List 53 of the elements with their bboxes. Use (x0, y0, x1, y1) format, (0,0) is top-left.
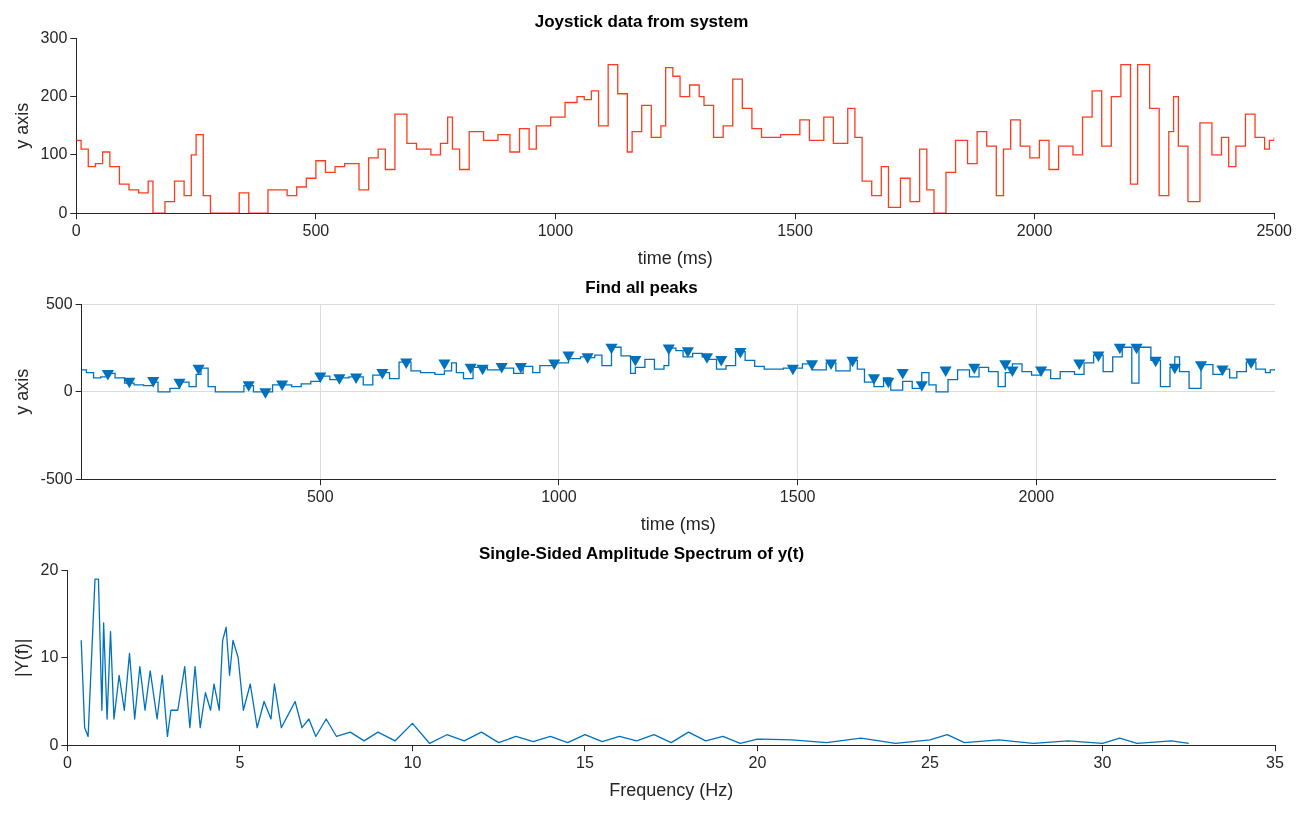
x-tick-label: 30 (1093, 754, 1112, 772)
x-tick-label: 500 (302, 222, 330, 240)
point (715, 355, 728, 367)
point (514, 362, 527, 374)
point (681, 347, 694, 358)
point (259, 388, 272, 399)
x-tick-label: 1000 (537, 222, 574, 240)
x-tick-label: 10 (403, 754, 422, 772)
x-tick-label: 5 (235, 754, 245, 772)
y-tick-label: 200 (40, 87, 68, 105)
x-tick-label: 35 (1266, 754, 1284, 772)
x-tick-label: 2500 (1256, 222, 1293, 240)
x-tick-label: 1500 (779, 488, 816, 506)
y-tick-label: 0 (58, 203, 68, 221)
x-tick-label: 20 (748, 754, 767, 772)
x-tick-label: 1500 (777, 222, 813, 240)
x-tick-label: 25 (921, 754, 939, 772)
y-axis-title: y axis (11, 368, 32, 415)
point (333, 374, 346, 385)
x-axis-title: time (ms) (640, 514, 716, 535)
x-tick-label: 500 (306, 488, 334, 506)
point (896, 369, 909, 380)
point (276, 380, 289, 391)
y-tick-label: 20 (40, 560, 59, 578)
point (629, 355, 642, 367)
point (1073, 359, 1086, 370)
y-tick-label: 300 (40, 28, 68, 46)
point (1006, 366, 1019, 377)
chart-title: Single-Sided Amplitude Spectrum of y(t) (478, 543, 805, 563)
point (581, 353, 594, 364)
y-tick-label: 100 (40, 145, 68, 163)
y-tick-label: 10 (40, 648, 59, 666)
y-tick-label: 0 (49, 735, 59, 753)
chart-title: Joystick data from system (534, 11, 749, 31)
y-axis-title: |Y(f)| (11, 638, 32, 677)
y-tick-label: -500 (40, 469, 73, 487)
x-tick-label: 2000 (1016, 222, 1053, 240)
y-axis-title: y axis (11, 102, 32, 149)
point (242, 381, 255, 392)
point (968, 363, 981, 375)
point (939, 366, 952, 377)
y-tick-label: 0 (63, 382, 73, 400)
y-tick-label: 500 (45, 294, 73, 312)
x-axis-title: Frequency (Hz) (609, 780, 734, 801)
x-axis-title: time (ms) (637, 248, 713, 269)
point (915, 381, 928, 392)
point (867, 374, 881, 385)
x-tick-label: 2000 (1018, 488, 1055, 506)
point (438, 359, 451, 370)
point (999, 360, 1012, 371)
chart-title: Find all peaks (585, 277, 698, 297)
x-tick-label: 15 (576, 754, 594, 772)
x-tick-label: 1000 (541, 488, 577, 506)
